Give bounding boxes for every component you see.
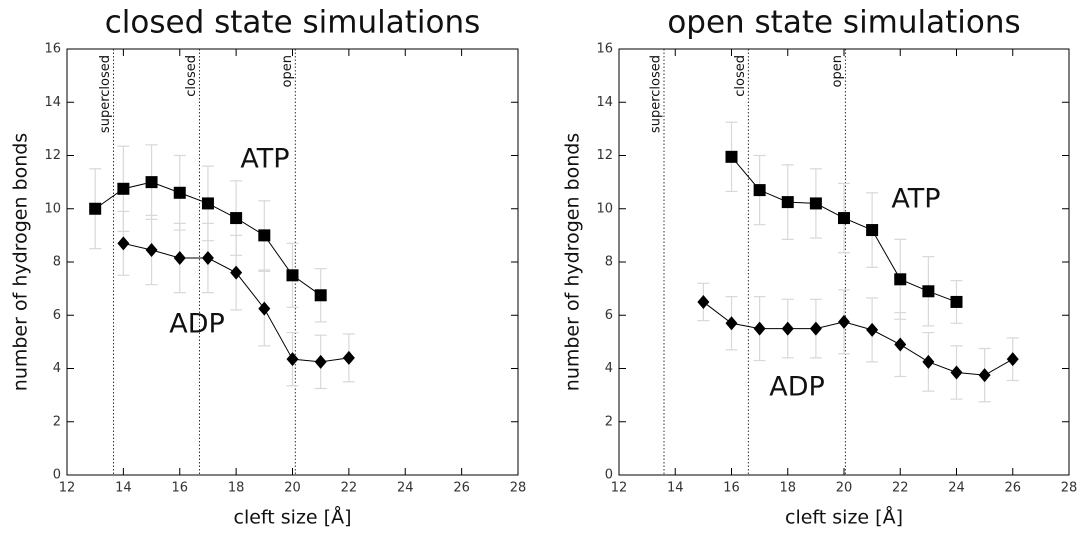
marker [201,251,214,266]
series-label: ADP [769,372,825,403]
marker [342,350,355,365]
y-tick-label: 12 [44,148,61,163]
marker [809,321,822,336]
marker [1006,352,1019,367]
y-tick-label: 14 [44,95,61,110]
series-label: ADP [169,309,225,340]
y-tick-label: 4 [53,361,61,376]
x-tick-label: 18 [228,481,245,496]
x-tick-label: 18 [779,481,796,496]
chart-title: open state simulations [667,5,1020,41]
y-axis-label: number of hydrogen bonds [562,133,584,391]
marker [922,354,935,369]
y-tick-label: 6 [53,308,61,323]
y-tick-label: 4 [605,361,613,376]
marker [314,354,327,369]
marker [838,212,850,225]
x-tick-label: 12 [59,481,76,496]
y-tick-label: 16 [44,42,61,57]
marker [230,265,243,280]
reference-label: closed [184,55,199,97]
series-label: ATP [240,144,289,175]
x-tick-label: 14 [115,481,132,496]
marker [950,365,963,380]
series-line [703,301,1013,376]
plot-frame [618,48,1070,476]
reference-label: open [280,55,295,87]
marker [258,229,271,242]
marker [894,337,907,352]
x-tick-label: 20 [284,481,301,496]
x-tick-label: 16 [171,481,188,496]
y-tick-label: 14 [596,95,613,110]
y-tick-label: 0 [605,468,613,483]
marker [286,352,299,367]
y-axis-label: number of hydrogen bonds [10,133,32,391]
x-tick-label: 16 [723,481,740,496]
reference-label: closed [733,55,748,97]
x-tick-label: 22 [341,481,358,496]
x-axis-label: cleft size [Å] [785,506,903,529]
marker [286,269,299,282]
marker [753,321,766,336]
chart-title: closed state simulations [105,5,481,41]
marker [781,196,794,209]
y-tick-label: 0 [53,468,61,483]
marker [838,314,850,329]
marker [201,197,214,210]
plot-frame [66,48,519,476]
y-tick-label: 12 [596,148,613,163]
x-tick-label: 14 [667,481,684,496]
marker [173,186,186,199]
reference-label: superclosed [649,55,664,133]
y-tick-label: 6 [605,308,613,323]
marker [145,176,158,189]
marker [697,294,710,309]
marker [145,243,158,258]
x-tick-label: 24 [397,481,414,496]
marker [978,368,991,383]
marker [117,236,130,251]
x-tick-label: 24 [948,481,965,496]
y-tick-label: 16 [596,42,613,57]
marker [117,182,130,195]
y-tick-label: 10 [596,201,613,216]
marker [230,212,243,225]
marker [894,273,907,286]
marker [753,184,766,197]
x-tick-label: 26 [1004,481,1021,496]
marker [866,224,879,237]
x-tick-label: 12 [611,481,628,496]
y-tick-label: 8 [53,255,61,270]
marker [922,285,935,298]
marker [809,197,822,210]
marker [866,322,879,337]
marker [173,251,186,266]
y-tick-label: 2 [605,414,613,429]
series-label: ATP [891,184,940,215]
marker [725,150,738,163]
x-tick-label: 28 [510,481,527,496]
y-tick-label: 2 [53,414,61,429]
marker [781,321,794,336]
x-tick-label: 28 [1061,481,1078,496]
x-tick-label: 22 [892,481,909,496]
marker [258,301,271,316]
marker [950,295,963,308]
x-tick-label: 26 [453,481,470,496]
x-tick-label: 20 [836,481,853,496]
marker [89,202,102,215]
reference-label: superclosed [98,55,113,133]
reference-label: open [830,55,845,87]
marker [314,289,327,302]
y-tick-label: 10 [44,201,61,216]
y-tick-label: 8 [605,255,613,270]
marker [725,316,738,331]
x-axis-label: cleft size [Å] [234,506,352,529]
